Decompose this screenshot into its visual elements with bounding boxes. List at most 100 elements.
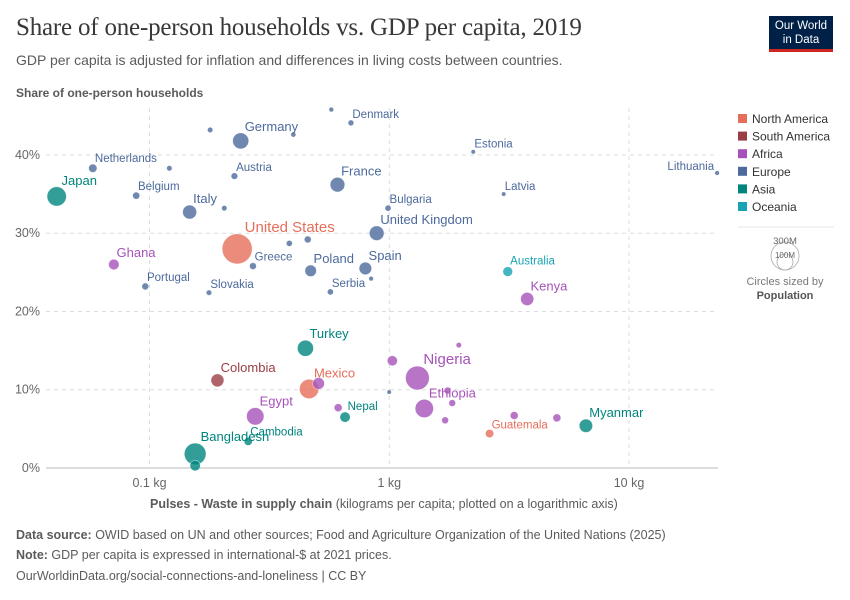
point-guatemala [485,429,495,439]
size-caption: Circles sized by [746,276,824,288]
point-label: Bulgaria [390,194,433,206]
point-nepal [339,411,351,423]
point-unlabeled [455,342,462,349]
point-poland [304,264,317,277]
point-unlabeled [286,240,293,247]
y-tick-label: 30% [15,226,40,240]
point-unlabeled [333,403,343,413]
chart-subtitle: GDP per capita is adjusted for inflation… [16,52,563,68]
legend-item-asia: Asia [752,182,776,196]
point-unlabeled [207,126,214,133]
point-label: United Kingdom [380,212,473,227]
point-label: Australia [510,256,555,268]
point-kenya [520,292,535,306]
point-label: Cambodia [250,426,303,438]
legend-item-oceania: Oceania [752,200,797,214]
logo-line-1: Our World [774,20,828,32]
point-france [329,177,346,193]
point-turkey [297,339,314,357]
point-bulgaria [384,204,392,212]
y-tick-label: 10% [15,383,40,397]
point-label: Poland [314,251,354,266]
point-myanmar [578,418,593,433]
point-label: Lithuania [667,161,714,173]
data-source-line: Data source: OWID based on UN and other … [16,528,666,542]
point-colombia [210,373,225,388]
point-unlabeled [312,377,325,390]
chart-title: Share of one-person households vs. GDP p… [16,14,582,41]
point-unlabeled [166,165,173,172]
legend-item-south-america: South America [752,130,830,144]
legend: North America South America Africa Europe As… [738,112,834,228]
point-label: Denmark [352,109,399,121]
point-label: Germany [245,119,299,134]
point-portugal [141,282,150,291]
y-tick-label: 20% [15,304,40,318]
legend-item-africa: Africa [752,147,783,161]
point-label: United States [245,219,335,236]
point-labels: Japan Netherlands Belgium Italy Germany Austr… [62,109,715,444]
source-url[interactable]: OurWorldinData.org/social-connections-an… [16,569,367,583]
point-label: Egypt [260,394,294,409]
point-greece [249,262,257,270]
x-axis-label-rest: (kilograms per capita; plotted on a loga… [332,497,618,511]
source-label: Data source: [16,528,92,542]
point-lithuania [714,170,720,176]
y-tick-labels: 0% 10% 20% 30% 40% [15,148,40,475]
note-text: GDP per capita is expressed in internati… [47,548,392,562]
point-label: Serbia [332,278,366,290]
point-unlabeled [448,399,456,407]
point-unlabeled [443,386,452,395]
data-points [46,106,720,472]
note-label: Note: [16,548,48,562]
point-unlabeled [368,275,374,282]
point-belgium [132,191,141,200]
point-denmark [347,119,355,127]
point-label: Ethiopia [429,385,477,400]
point-egypt [246,407,265,426]
point-cambodia [243,437,253,446]
y-tick-label: 40% [15,148,40,162]
point-label: Portugal [147,272,190,284]
point-unlabeled [386,355,398,367]
legend-swatch [738,149,747,159]
logo-line-2: in Data [782,34,820,46]
source-text: OWID based on UN and other sources; Food… [91,528,666,542]
x-tick-labels: 0.1 kg 1 kg 10 kg [132,476,644,490]
point-label: Nepal [348,401,378,413]
point-label: Slovakia [210,279,254,291]
point-spain [358,261,372,276]
y-tick-label: 0% [22,461,40,475]
point-label: Colombia [221,360,277,375]
point-unlabeled [304,235,312,244]
point-japan [46,186,67,207]
note-line: Note: GDP per capita is expressed in int… [16,548,392,562]
point-netherlands [88,163,98,173]
point-unlabeled [221,205,228,212]
point-australia [502,266,513,277]
point-ghana [108,258,120,271]
size-label-large: 300M [773,236,797,247]
size-label-small: 100M [775,251,795,260]
point-label: Belgium [138,181,180,193]
legend-item-north-america: North America [752,112,828,126]
point-unlabeled [328,106,334,113]
point-label: Latvia [505,181,536,193]
point-estonia [470,149,476,155]
owid-logo[interactable]: Our World in Data [769,16,833,52]
legend-item-europe: Europe [752,165,791,179]
point-label: Netherlands [95,153,157,165]
point-label: Spain [369,248,402,263]
point-label: Ghana [117,245,157,260]
point-label: Nigeria [423,351,471,368]
point-ethiopia [414,399,434,418]
point-serbia [327,288,334,296]
x-axis-label-bold: Pulses - Waste in supply chain [150,497,333,511]
point-label: Estonia [474,139,513,151]
point-label: Kenya [530,278,568,293]
legend-swatch [738,166,747,176]
legend-swatch [738,184,747,194]
point-unlabeled [552,413,562,423]
legend-swatch [738,202,747,211]
